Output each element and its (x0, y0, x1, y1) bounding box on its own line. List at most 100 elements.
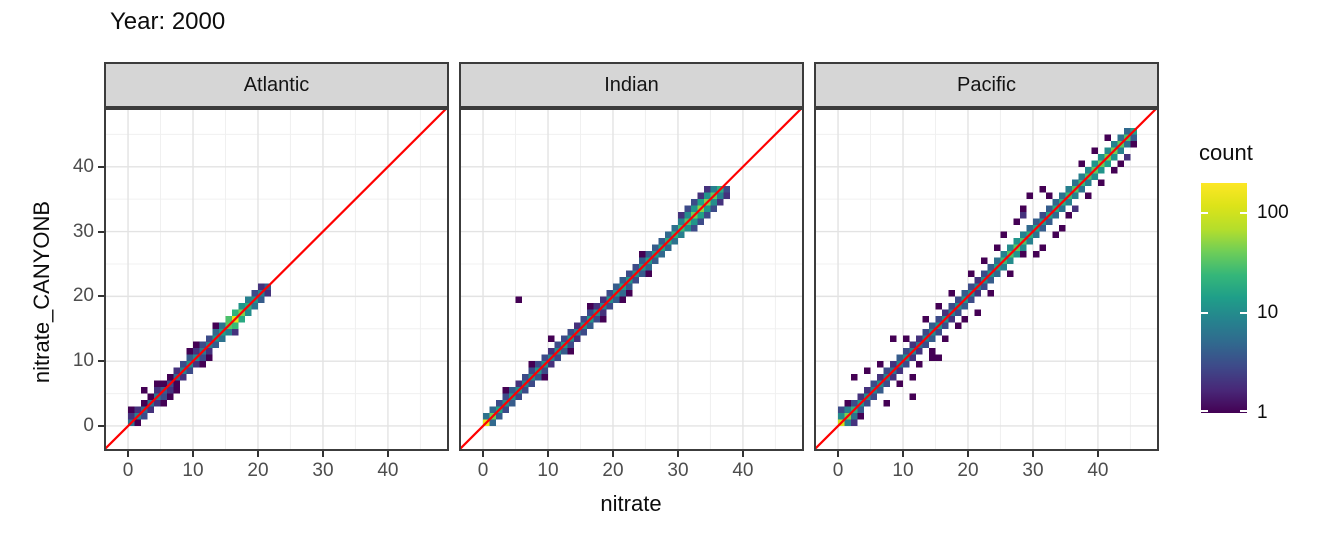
bin2d-cell (994, 257, 1001, 264)
bin2d-cell (1007, 244, 1014, 251)
bin2d-cell (238, 302, 245, 310)
bin2d-cell (665, 244, 672, 251)
bin2d-cell (684, 212, 691, 219)
bin2d-cell (173, 380, 180, 388)
bin2d-cell (987, 289, 994, 297)
bin2d-cell (173, 387, 180, 394)
bin2d-cell (1026, 238, 1033, 245)
bin2d-cell (922, 341, 929, 349)
bin2d-cell (697, 199, 704, 206)
bin2d-cell (981, 257, 988, 264)
bin2d-cell (626, 270, 633, 277)
colorbar-tick-mark (1201, 312, 1208, 315)
y-tick-mark (98, 424, 104, 427)
x-tick-label: 20 (957, 460, 979, 481)
bin2d-cell (154, 387, 161, 394)
x-tick-mark (966, 451, 969, 457)
bin2d-cell (1045, 192, 1053, 200)
bin2d-cell (697, 212, 704, 219)
bin2d-cell (948, 315, 955, 323)
bin2d-cell (1097, 153, 1105, 161)
bin2d-cell (916, 348, 923, 355)
bin2d-cell (903, 361, 910, 368)
bin2d-cell (1084, 179, 1092, 187)
bin2d-cell (160, 400, 167, 407)
bin2d-cell (1058, 205, 1066, 213)
colorbar-tick-mark (1201, 410, 1208, 412)
bin2d-cell (1033, 218, 1040, 226)
bin2d-cell (147, 393, 154, 401)
bin2d-cell (935, 315, 942, 323)
bin2d-cell (639, 257, 646, 264)
bin2d-cell (128, 406, 135, 413)
bin2d-cell (134, 406, 141, 413)
bin2d-cell (935, 302, 942, 310)
bin2d-cell (632, 276, 639, 284)
bin2d-cell (502, 406, 509, 413)
bin2d-cell (258, 296, 265, 303)
bin2d-cell (890, 374, 897, 381)
bin2d-cell (1013, 251, 1020, 258)
x-tick-label: 20 (602, 460, 624, 481)
bin2d-cell (206, 348, 213, 355)
bin2d-cell (690, 205, 698, 213)
bin2d-cell (639, 270, 646, 277)
bin2d-cell (877, 374, 884, 381)
bin2d-cell (141, 387, 148, 394)
x-tick-label: 30 (667, 460, 689, 481)
bin2d-cell (909, 393, 916, 401)
bin2d-cell (154, 400, 161, 407)
bin2d-cell (1026, 192, 1033, 200)
bin2d-cell (658, 238, 665, 245)
bin2d-cell (987, 264, 994, 271)
bin2d-cell (723, 186, 730, 193)
bin2d-cell (1078, 186, 1085, 193)
bin2d-cell (703, 212, 711, 219)
x-tick-label: 40 (732, 460, 754, 481)
bin2d-cell (1033, 231, 1040, 239)
bin2d-cell (593, 302, 600, 310)
y-tick-label: 20 (72, 285, 94, 307)
bin2d-cell (1039, 212, 1046, 219)
bin2d-cell (639, 251, 646, 258)
bin2d-cell (528, 367, 535, 375)
bin2d-cell (515, 380, 522, 388)
facet-strip-label: Pacific (957, 73, 1016, 96)
bin2d-cell (870, 380, 877, 388)
bin2d-cell (903, 335, 910, 342)
colorbar-tick-label: 100 (1257, 202, 1289, 224)
bin2d-cell (1039, 186, 1046, 193)
x-tick-label: 30 (312, 460, 334, 481)
facet-strip-label: Indian (604, 73, 659, 96)
bin2d-cell (587, 322, 594, 329)
bin2d-cell (1045, 205, 1053, 213)
bin2d-cell (877, 387, 884, 394)
bin2d-cell (968, 283, 975, 290)
bin2d-cell (160, 393, 167, 401)
bin2d-cell (844, 419, 851, 426)
bin2d-cell (968, 270, 975, 277)
bin2d-cell (922, 328, 929, 336)
bin2d-cell (665, 231, 672, 239)
bin2d-cell (541, 367, 548, 375)
bin2d-cell (535, 374, 542, 381)
bin2d-cell (613, 283, 620, 290)
colorbar-tick-mark (1240, 410, 1247, 412)
bin2d-cell (851, 419, 858, 426)
bin2d-cell (186, 367, 193, 375)
bin2d-cell (128, 413, 135, 420)
bin2d-cell (134, 419, 141, 426)
bin2d-cell (883, 367, 890, 375)
bin2d-cell (1026, 225, 1033, 232)
bin2d-cell (1052, 231, 1059, 239)
bin2d-cell (212, 328, 219, 336)
y-tick-mark (98, 165, 104, 168)
bin2d-cell (690, 199, 698, 206)
bin2d-cell (245, 309, 252, 316)
colorbar-tick-mark (1201, 212, 1208, 215)
bin2d-cell (613, 296, 620, 303)
bin2d-cell (1078, 160, 1085, 167)
bin2d-cell (922, 315, 929, 323)
bin2d-cell (561, 348, 568, 355)
bin2d-cell (173, 367, 180, 375)
